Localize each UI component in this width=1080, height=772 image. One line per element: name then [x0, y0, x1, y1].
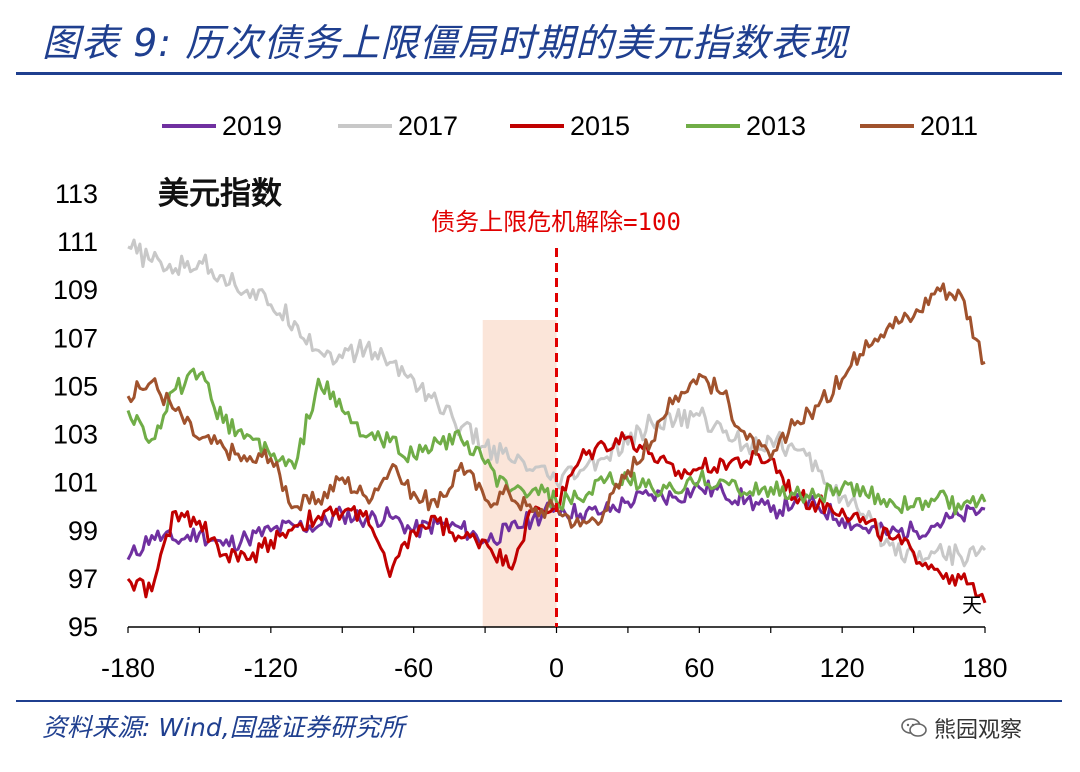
- legend-label-2017: 2017: [398, 111, 458, 141]
- y-tick-label: 111: [57, 227, 98, 257]
- footer-divider: [16, 700, 1062, 702]
- y-tick-label: 103: [53, 420, 98, 450]
- y-tick-label: 99: [68, 516, 98, 546]
- x-tick-label: -180: [101, 653, 155, 683]
- x-tick-label: -60: [394, 653, 433, 683]
- y-tick-label: 109: [53, 275, 98, 305]
- y-tick-label: 101: [53, 468, 98, 498]
- dollar-index-chart: 2019 2017 2015 2013 2011 美元指数 -180 -120 -60 0 60…: [53, 111, 1008, 683]
- annotation-label: 债务上限危机解除=100: [431, 208, 681, 236]
- title-divider: [16, 72, 1062, 75]
- y-tick-label: 95: [68, 612, 98, 642]
- y-tick-label: 107: [53, 323, 98, 353]
- y-tick-label: 97: [68, 564, 98, 594]
- y-tick-label: 113: [55, 179, 98, 209]
- x-tick-label: -120: [244, 653, 298, 683]
- legend-label-2013: 2013: [746, 111, 806, 141]
- y-axis-label: 美元指数: [158, 176, 282, 212]
- axes: -180 -120 -60 0 60 120 180 95 97 99 101 103 105 107 10…: [53, 179, 1008, 683]
- x-tick-label: 180: [962, 653, 1007, 683]
- legend-label-2019: 2019: [222, 111, 282, 141]
- wechat-icon: [901, 718, 927, 737]
- page-title: 图表 9: 历次债务上限僵局时期的美元指数表现: [42, 21, 849, 65]
- legend: 2019 2017 2015 2013 2011: [162, 111, 978, 141]
- x-tick-label: 0: [549, 653, 564, 683]
- series-line-2013: [126, 367, 987, 516]
- watermark: 熊园观察: [900, 712, 1022, 744]
- series-line-2017: [127, 238, 987, 568]
- legend-label-2011: 2011: [920, 111, 978, 141]
- x-tick-label: 120: [820, 653, 865, 683]
- watermark-text: 熊园观察: [934, 718, 1023, 743]
- y-tick-label: 105: [53, 371, 98, 401]
- x-axis-unit-label: 天: [962, 593, 982, 617]
- legend-label-2015: 2015: [570, 111, 630, 141]
- x-tick-label: 60: [684, 653, 714, 683]
- source-note: 资料来源: Wind,国盛证券研究所: [42, 713, 405, 742]
